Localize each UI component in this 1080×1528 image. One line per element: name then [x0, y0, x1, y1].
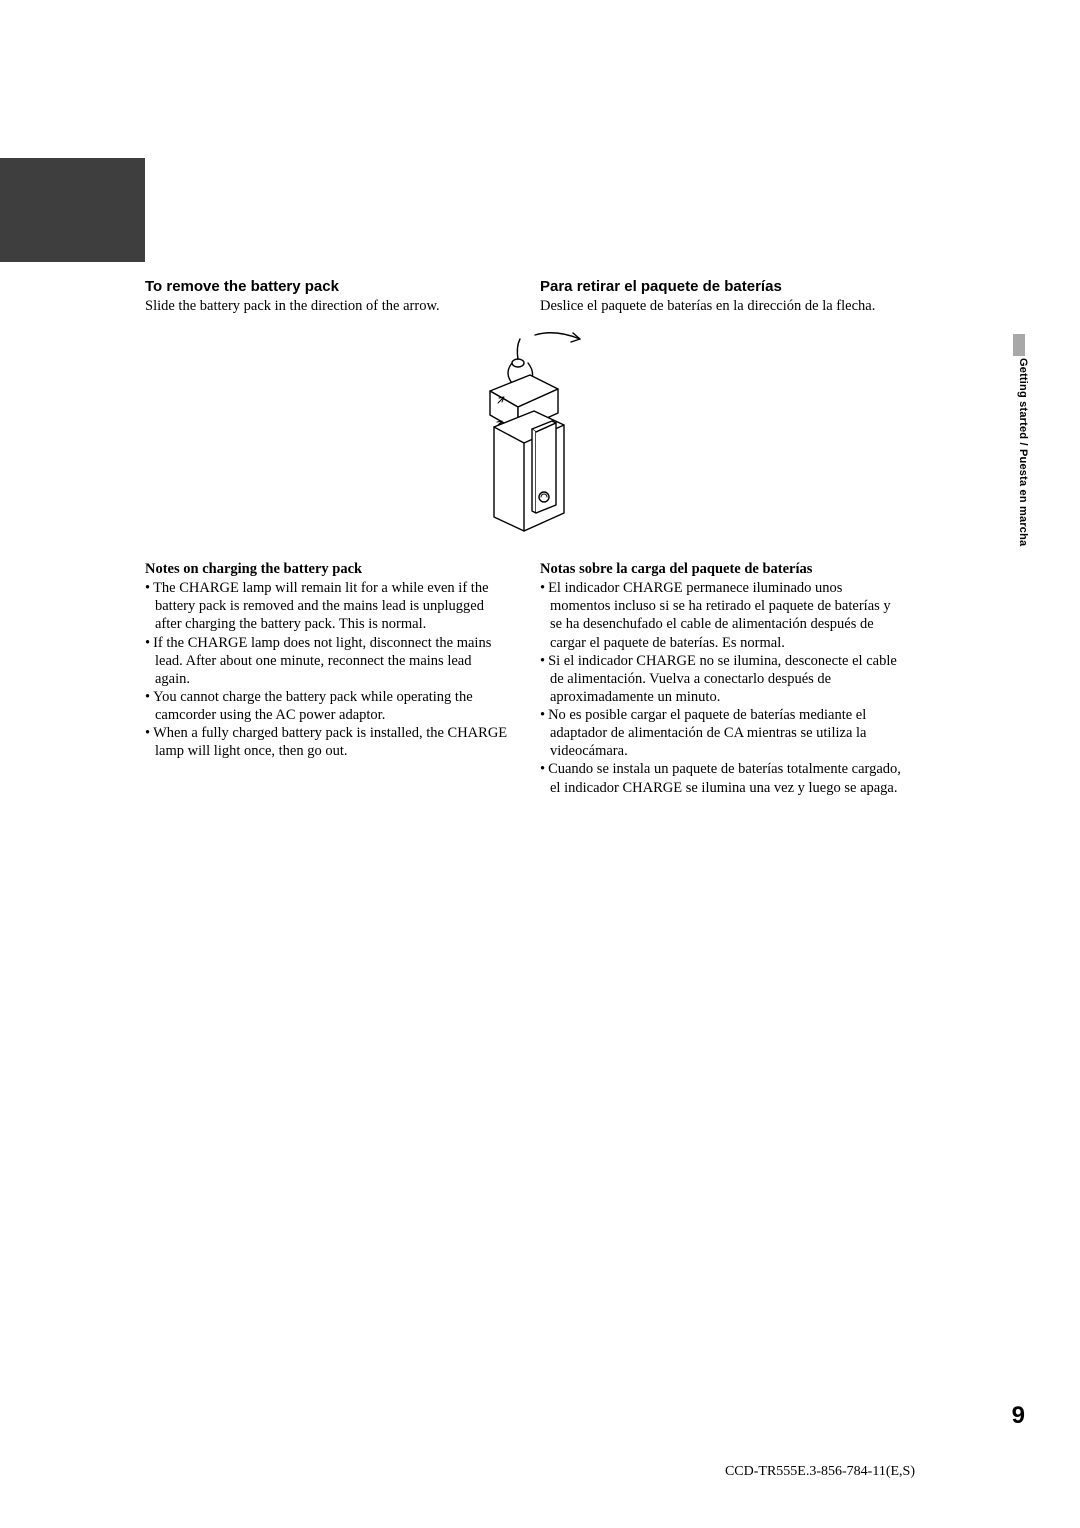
- intro-en: Slide the battery pack in the direction …: [145, 297, 510, 315]
- col-english-notes: Notes on charging the battery pack The C…: [145, 561, 510, 797]
- battery-removal-diagram: [440, 327, 610, 537]
- note-item: You cannot charge the battery pack while…: [145, 688, 510, 724]
- notes-heading-es: Notas sobre la carga del paquete de bate…: [540, 561, 905, 578]
- col-spanish-notes: Notas sobre la carga del paquete de bate…: [540, 561, 905, 797]
- note-item: Cuando se instala un paquete de baterías…: [540, 760, 905, 796]
- header-bar: [0, 158, 145, 262]
- footer-code: CCD-TR555E.3-856-784-11(E,S): [725, 1464, 915, 1480]
- notes-list-en: The CHARGE lamp will remain lit for a wh…: [145, 579, 510, 760]
- heading-remove-en: To remove the battery pack: [145, 278, 510, 295]
- notes-row: Notes on charging the battery pack The C…: [145, 561, 905, 797]
- notes-list-es: El indicador CHARGE permanece iluminado …: [540, 579, 905, 797]
- col-spanish-top: Para retirar el paquete de baterías Desl…: [540, 278, 905, 315]
- note-item: When a fully charged battery pack is ins…: [145, 724, 510, 760]
- notes-heading-en: Notes on charging the battery pack: [145, 561, 510, 578]
- headings-row: To remove the battery pack Slide the bat…: [145, 278, 905, 315]
- side-tab-label: Getting started / Puesta en marcha: [1017, 358, 1029, 546]
- heading-remove-es: Para retirar el paquete de baterías: [540, 278, 905, 295]
- side-tab-marker: [1013, 334, 1025, 356]
- note-item: If the CHARGE lamp does not light, disco…: [145, 634, 510, 688]
- col-english-top: To remove the battery pack Slide the bat…: [145, 278, 510, 315]
- diagram-container: [145, 327, 905, 537]
- page-number: 9: [1012, 1402, 1025, 1430]
- note-item: Si el indicador CHARGE no se ilumina, de…: [540, 652, 905, 706]
- note-item: The CHARGE lamp will remain lit for a wh…: [145, 579, 510, 633]
- note-item: No es posible cargar el paquete de bater…: [540, 706, 905, 760]
- note-item: El indicador CHARGE permanece iluminado …: [540, 579, 905, 652]
- main-content: To remove the battery pack Slide the bat…: [145, 278, 905, 797]
- intro-es: Deslice el paquete de baterías en la dir…: [540, 297, 905, 315]
